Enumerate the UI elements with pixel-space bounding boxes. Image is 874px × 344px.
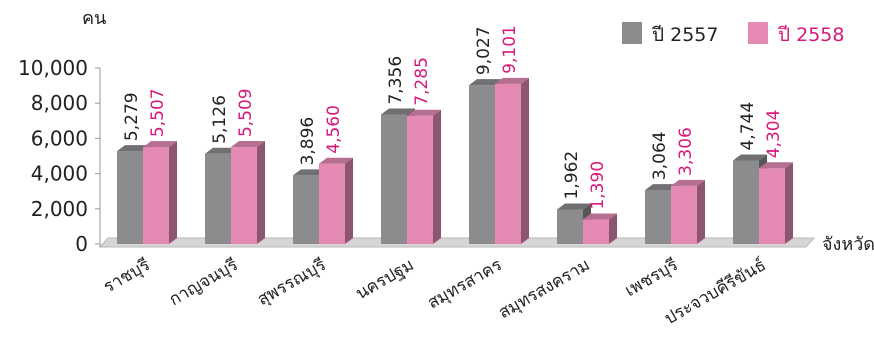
bar-front	[671, 185, 697, 244]
bar	[231, 141, 265, 244]
y-tick-label: 6,000	[31, 126, 88, 150]
bar-top	[645, 184, 679, 191]
bar-value-label: 5,507	[148, 88, 168, 137]
bar-front	[231, 147, 257, 244]
bar-front	[733, 160, 759, 244]
bar-side	[609, 213, 617, 244]
category-label: สุพรรณบุรี	[254, 255, 329, 310]
x-axis-title: จังหวัด	[822, 234, 874, 255]
bar-side	[257, 141, 265, 244]
bar-side	[433, 109, 441, 244]
bar	[143, 141, 177, 244]
bar-value-label: 5,509	[236, 88, 256, 137]
bar-value-label: 3,064	[650, 131, 670, 180]
bar-top	[407, 109, 441, 116]
bar-side	[345, 157, 353, 244]
bar-front	[143, 147, 169, 244]
bars	[117, 77, 793, 245]
y-axis: 0 2,000 4,000 6,000 8,000 10,000	[18, 56, 101, 256]
bar-top	[583, 213, 617, 220]
bar-top	[495, 77, 529, 84]
y-tick-label: 8,000	[31, 91, 88, 115]
bar-value-label: 7,285	[412, 57, 432, 106]
bar-value-label: 5,126	[210, 95, 230, 144]
bar-side	[785, 162, 793, 244]
bar-front	[117, 151, 143, 244]
legend-label: ปี 2558	[777, 24, 844, 46]
y-tick-label: 10,000	[18, 56, 88, 80]
bar-top	[143, 141, 177, 148]
category-label: กาญจนบุรี	[166, 255, 242, 310]
bar-value-label: 9,027	[474, 26, 494, 75]
y-tick-label: 4,000	[31, 162, 88, 186]
bar-top	[733, 154, 767, 161]
bar-value-label: 4,304	[764, 110, 784, 159]
bar-side	[169, 141, 177, 244]
bar-top	[759, 162, 793, 169]
bar-top	[557, 203, 591, 210]
bar-value-label: 4,744	[738, 102, 758, 151]
bar	[583, 213, 617, 244]
bar-front	[583, 219, 609, 244]
bar-side	[521, 77, 529, 244]
bar	[319, 157, 353, 244]
bar-front	[205, 153, 231, 244]
bar-value-label: 3,306	[676, 127, 696, 176]
bar-top	[381, 108, 415, 115]
chart-floor	[98, 237, 816, 248]
category-label: สมุทรสงคราม	[495, 255, 593, 323]
bar-front	[557, 209, 583, 244]
bar-front	[645, 190, 671, 244]
bar-value-label: 9,101	[500, 25, 520, 74]
y-tick-label: 0	[75, 232, 88, 256]
bar-front	[407, 115, 433, 244]
bar-value-label: 4,560	[324, 105, 344, 154]
legend-swatch	[622, 22, 642, 44]
bar-top	[117, 145, 151, 152]
y-axis-title: คน	[82, 8, 106, 29]
bar-top	[293, 169, 327, 176]
category-label: ราชบุรี	[100, 255, 153, 297]
bar-top	[469, 79, 503, 86]
bar-value-label: 1,390	[588, 161, 608, 210]
bar	[495, 77, 529, 244]
bar-value-label: 3,896	[298, 117, 318, 166]
bar-top	[319, 157, 353, 164]
floor-plane	[98, 237, 816, 248]
bar-front	[293, 175, 319, 244]
legend: ปี 2557 ปี 2558	[622, 22, 844, 46]
bar-side	[697, 179, 705, 244]
bar-front	[469, 85, 495, 244]
bar-front	[759, 168, 785, 244]
bar	[407, 109, 441, 244]
legend-swatch	[748, 22, 768, 44]
y-tick-label: 2,000	[31, 197, 88, 221]
x-axis-labels: ราชบุรี กาญจนบุรี สุพรรณบุรี นครปฐม สมุทรสาค…	[100, 255, 769, 329]
bar-top	[231, 141, 265, 148]
bar-front	[495, 83, 521, 244]
bar-value-label: 7,356	[386, 56, 406, 105]
category-label: นครปฐม	[352, 255, 417, 304]
bar-value-label: 1,962	[562, 151, 582, 200]
legend-label: ปี 2557	[651, 24, 718, 46]
bar-value-label: 5,279	[122, 92, 142, 141]
bar	[759, 162, 793, 244]
category-label: สมุทรสาคร	[424, 255, 505, 313]
bar-top	[205, 147, 239, 154]
legend-item: ปี 2558	[748, 22, 844, 46]
bar	[671, 179, 705, 244]
bar-front	[381, 114, 407, 245]
bar-top	[671, 179, 705, 186]
category-label: เพชรบุรี	[622, 255, 682, 301]
data-labels: 5,279 5,507 5,126 5,509 3,896 4,560 7,356 7,285…	[122, 25, 784, 209]
legend-item: ปี 2557	[622, 22, 718, 46]
bar-front	[319, 163, 345, 244]
